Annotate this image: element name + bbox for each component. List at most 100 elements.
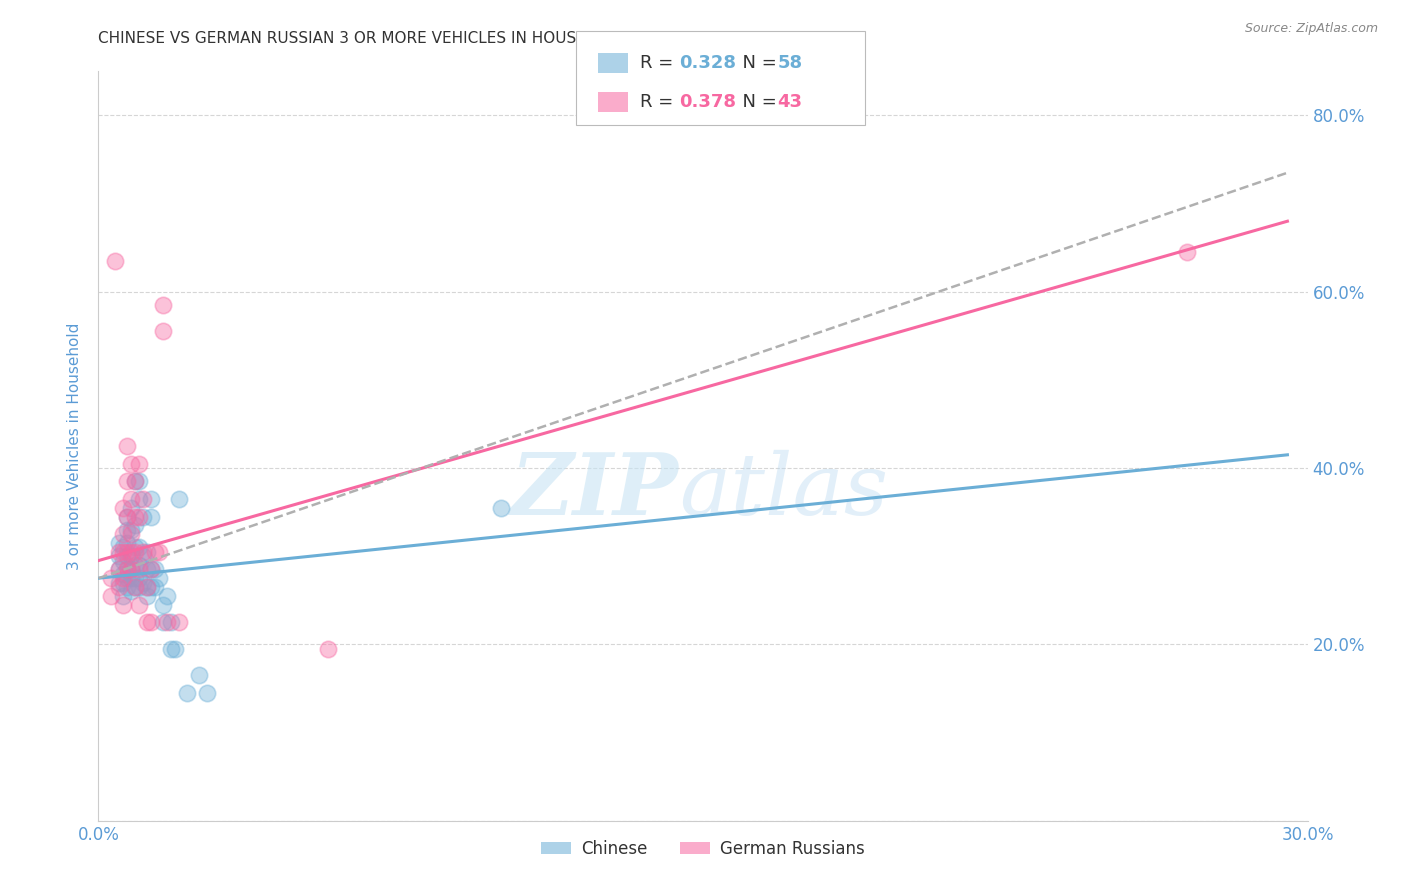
Point xyxy=(135,562,157,576)
Point xyxy=(124,518,146,533)
Point xyxy=(139,509,162,524)
Point xyxy=(156,615,179,630)
Point xyxy=(111,500,134,515)
Point xyxy=(135,580,157,594)
Point xyxy=(115,549,138,564)
Point xyxy=(120,545,142,559)
Point xyxy=(111,598,134,612)
Text: 0.378: 0.378 xyxy=(679,93,737,111)
Point xyxy=(132,545,155,559)
Point xyxy=(115,439,138,453)
Point xyxy=(107,580,129,594)
Point xyxy=(135,580,157,594)
Point xyxy=(152,598,174,612)
Text: ZIP: ZIP xyxy=(510,450,679,533)
Point xyxy=(124,475,146,489)
Point xyxy=(139,491,162,506)
Y-axis label: 3 or more Vehicles in Household: 3 or more Vehicles in Household xyxy=(67,322,83,570)
Point xyxy=(128,580,150,594)
Point xyxy=(128,558,150,572)
Point xyxy=(128,571,150,585)
Point xyxy=(128,457,150,471)
Point xyxy=(100,571,122,585)
Point xyxy=(132,509,155,524)
Point xyxy=(107,575,129,590)
Point xyxy=(132,491,155,506)
Point xyxy=(143,562,166,576)
Point xyxy=(128,491,150,506)
Point xyxy=(124,475,146,489)
Point xyxy=(135,589,157,603)
Point xyxy=(107,549,129,564)
Text: 58: 58 xyxy=(778,54,803,71)
Point xyxy=(111,566,134,581)
Text: R =: R = xyxy=(640,54,679,71)
Point xyxy=(124,558,146,572)
Text: N =: N = xyxy=(731,93,783,111)
Point xyxy=(115,509,138,524)
Point xyxy=(160,615,183,630)
Point xyxy=(120,491,142,506)
Point xyxy=(135,615,157,630)
Point xyxy=(128,598,150,612)
Point xyxy=(107,536,129,550)
Point xyxy=(188,668,211,682)
Point xyxy=(316,641,339,656)
Point xyxy=(156,589,179,603)
Point xyxy=(128,562,150,576)
Point xyxy=(107,545,129,559)
Point xyxy=(163,641,186,656)
Point xyxy=(152,615,174,630)
Point xyxy=(115,475,138,489)
Point xyxy=(139,615,162,630)
Point xyxy=(107,562,129,576)
Point xyxy=(491,500,513,515)
Legend: Chinese, German Russians: Chinese, German Russians xyxy=(534,833,872,864)
Point xyxy=(120,584,142,599)
Point xyxy=(100,589,122,603)
Point xyxy=(128,541,150,555)
Point xyxy=(176,686,198,700)
Point xyxy=(115,523,138,537)
Text: CHINESE VS GERMAN RUSSIAN 3 OR MORE VEHICLES IN HOUSEHOLD CORRELATION CHART: CHINESE VS GERMAN RUSSIAN 3 OR MORE VEHI… xyxy=(98,31,800,46)
Point xyxy=(139,562,162,576)
Point xyxy=(128,509,150,524)
Point xyxy=(111,541,134,555)
Point xyxy=(128,475,150,489)
Point xyxy=(111,545,134,559)
Point xyxy=(115,571,138,585)
Point xyxy=(124,541,146,555)
Point xyxy=(132,575,155,590)
Point xyxy=(139,580,162,594)
Point xyxy=(132,549,155,564)
Point xyxy=(148,571,170,585)
Point xyxy=(120,549,142,564)
Point xyxy=(167,491,190,506)
Point xyxy=(124,571,146,585)
Point xyxy=(124,580,146,594)
Point xyxy=(111,589,134,603)
Point xyxy=(115,580,138,594)
Point xyxy=(143,545,166,559)
Point xyxy=(143,580,166,594)
Point xyxy=(120,527,142,541)
Point xyxy=(103,253,125,268)
Text: Source: ZipAtlas.com: Source: ZipAtlas.com xyxy=(1244,22,1378,36)
Point xyxy=(167,615,190,630)
Point xyxy=(120,562,142,576)
Point xyxy=(120,500,142,515)
Point xyxy=(124,509,146,524)
Point xyxy=(152,325,174,339)
Point xyxy=(124,545,146,559)
Text: 43: 43 xyxy=(778,93,803,111)
Text: 0.328: 0.328 xyxy=(679,54,737,71)
Point xyxy=(160,641,183,656)
Point xyxy=(135,545,157,559)
Point xyxy=(111,553,134,567)
Point xyxy=(124,580,146,594)
Point xyxy=(152,298,174,312)
Point xyxy=(148,545,170,559)
Point xyxy=(111,527,134,541)
Point xyxy=(120,457,142,471)
Point xyxy=(115,545,138,559)
